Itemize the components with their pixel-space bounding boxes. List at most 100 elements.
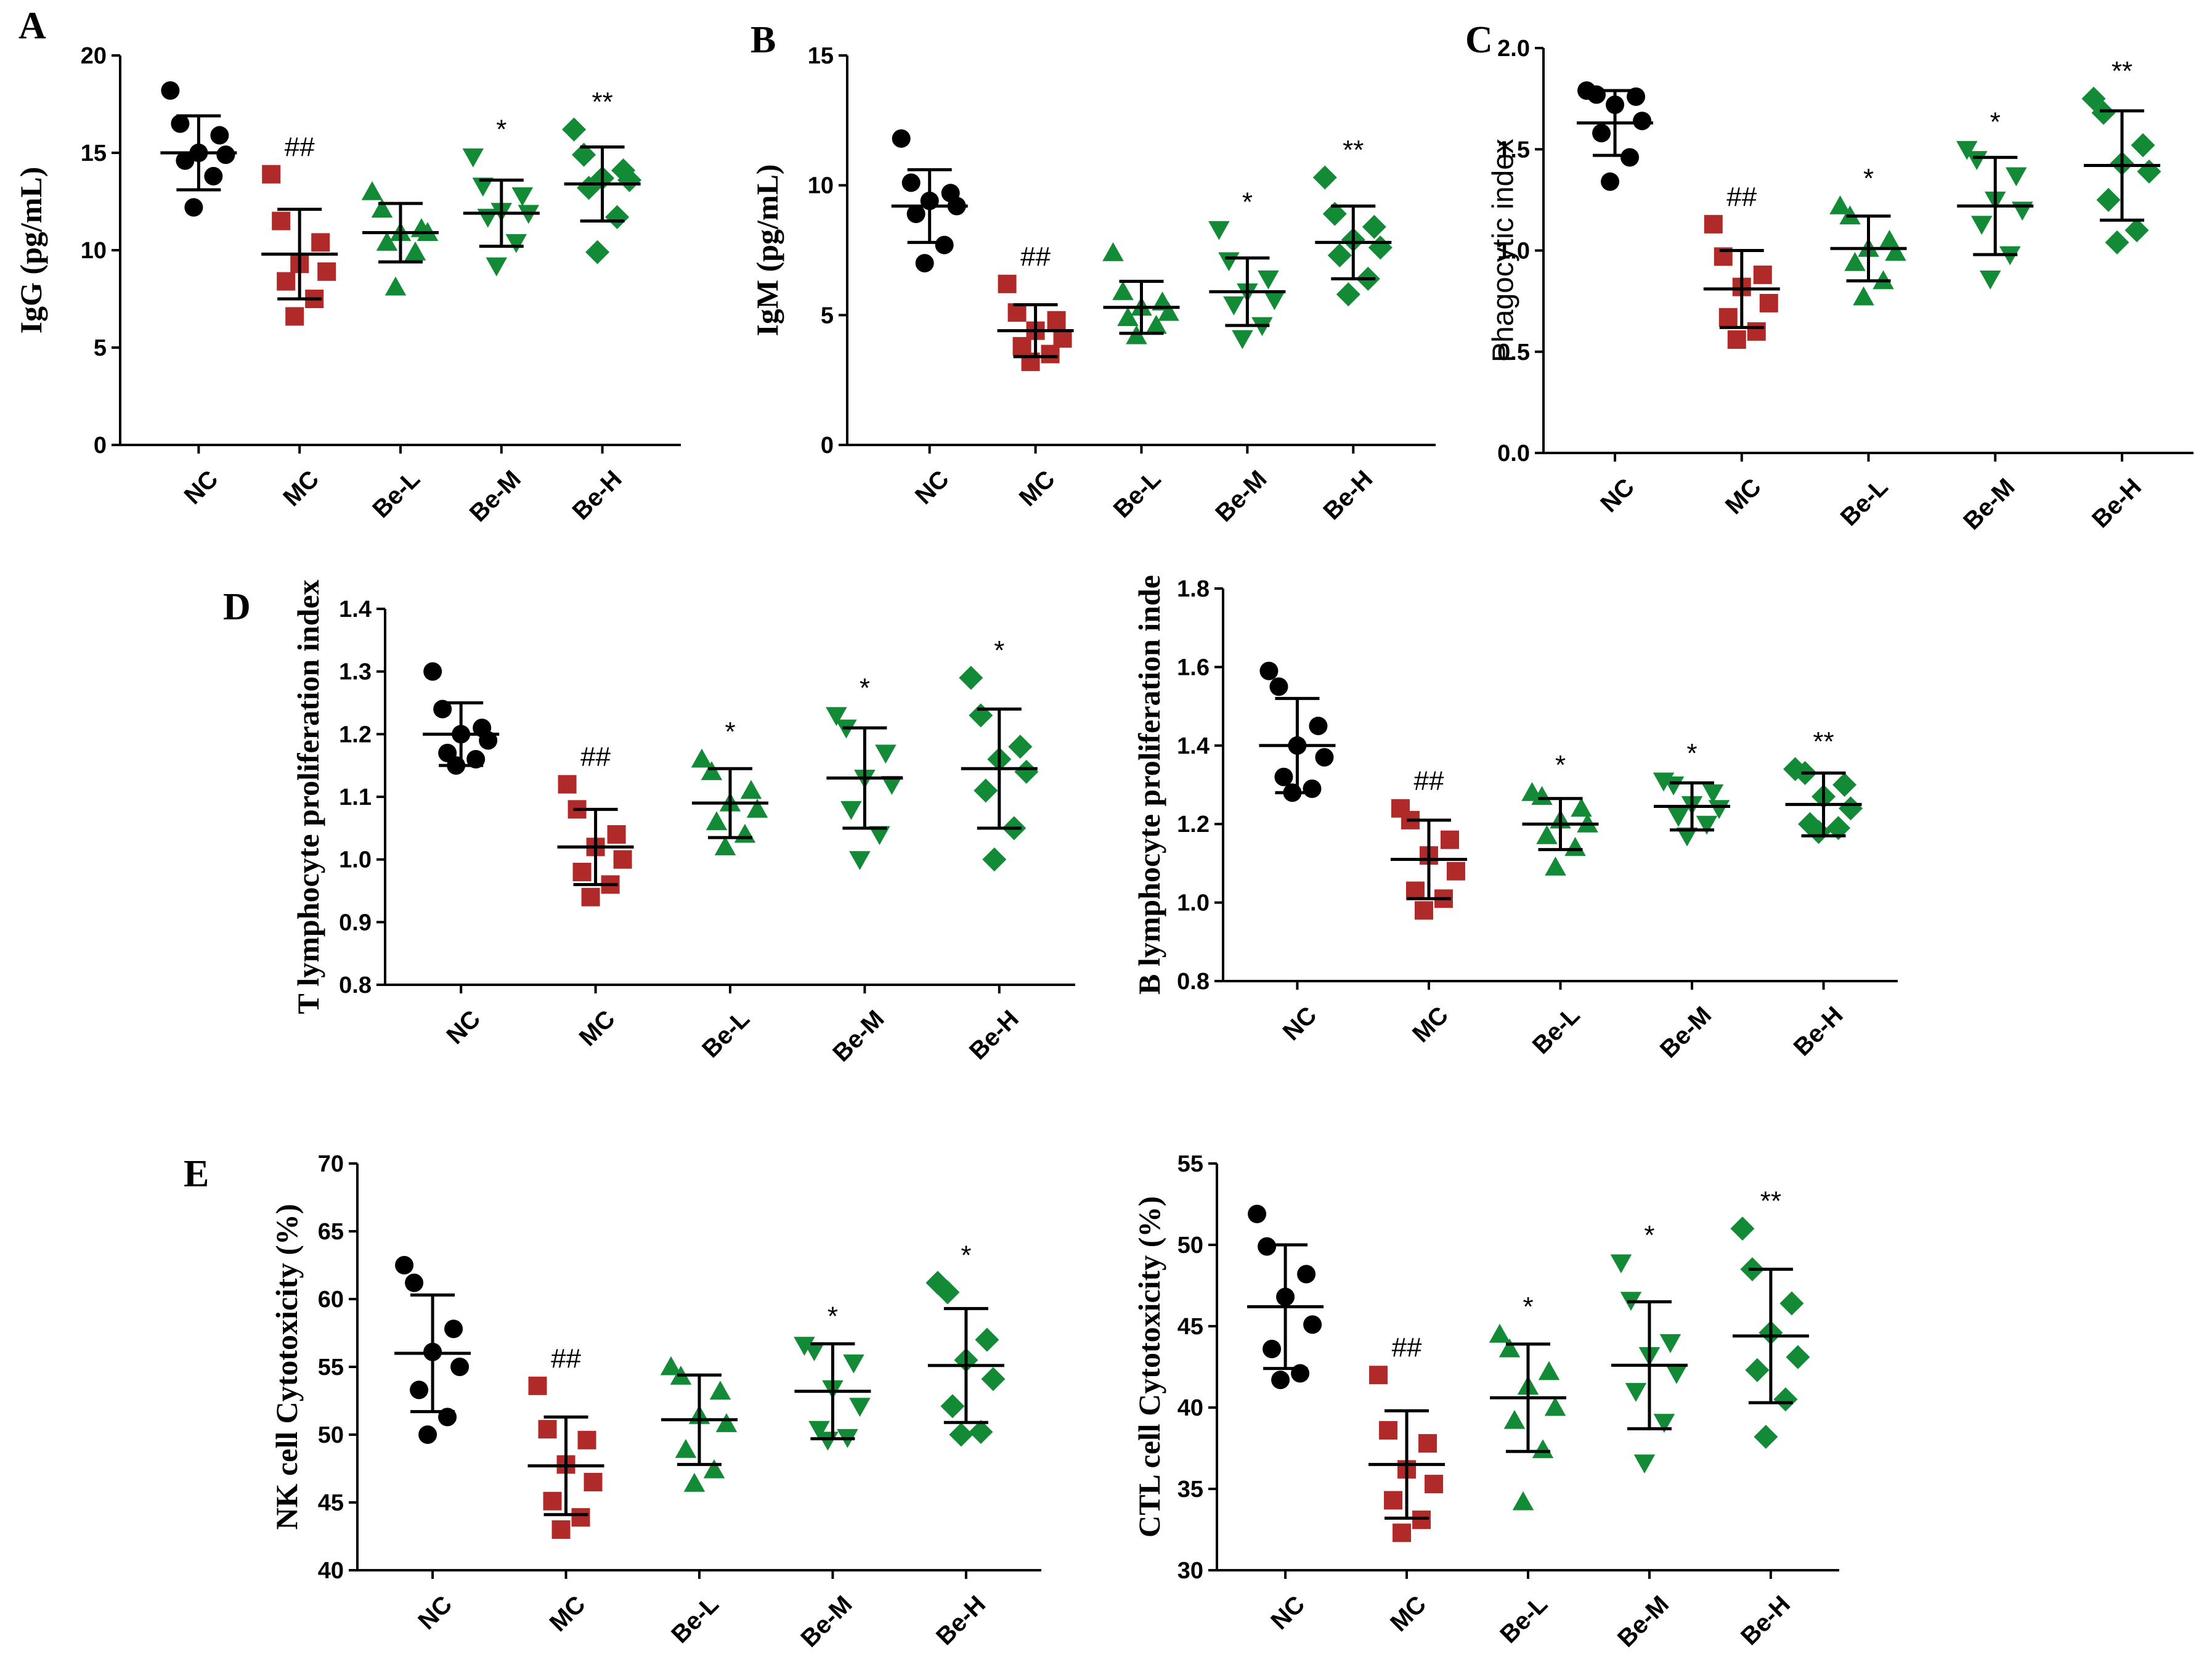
- data-point: [1405, 881, 1425, 900]
- data-point: [683, 1472, 705, 1492]
- significance-marker: *: [1686, 738, 1697, 768]
- data-point: [1956, 141, 1978, 160]
- significance-marker: **: [1343, 135, 1364, 165]
- data-point: [949, 1422, 974, 1447]
- y-tick-label: 5: [821, 303, 834, 328]
- data-point: [1536, 825, 1558, 844]
- data-point: [1844, 251, 1866, 271]
- data-point: [1718, 308, 1738, 327]
- data-point: [1587, 85, 1606, 104]
- data-point: [691, 748, 713, 768]
- data-point: [577, 176, 601, 200]
- x-tick-label: NC: [1266, 1591, 1310, 1635]
- data-point: [1145, 314, 1167, 334]
- data-point: [1829, 195, 1851, 214]
- data-point: [1966, 151, 1988, 170]
- data-point: [216, 145, 235, 165]
- data-point: [1312, 165, 1337, 190]
- data-point: [1264, 291, 1285, 311]
- data-point: [1564, 837, 1586, 856]
- y-tick-label: 1.0: [1177, 890, 1210, 916]
- data-point: [1297, 1265, 1316, 1284]
- data-point: [1303, 1315, 1322, 1334]
- panel-label-e: E: [184, 1153, 209, 1195]
- data-point: [571, 1508, 590, 1527]
- data-point: [881, 776, 903, 795]
- data-point: [1327, 243, 1352, 267]
- data-point: [1730, 1217, 1755, 1241]
- data-point: [1218, 252, 1240, 272]
- data-point: [418, 1425, 437, 1444]
- data-point: [1271, 1371, 1290, 1390]
- data-point: [1708, 800, 1730, 819]
- x-tick-label: MC: [1385, 1591, 1431, 1637]
- data-point: [1368, 235, 1393, 260]
- data-point: [808, 1420, 830, 1440]
- x-tick-label: MC: [1720, 473, 1767, 520]
- x-tick-label: Be-H: [1318, 465, 1378, 525]
- data-point: [981, 1367, 1006, 1392]
- y-tick-label: 50: [318, 1422, 344, 1448]
- data-point: [1291, 1364, 1310, 1383]
- data-point: [486, 257, 508, 277]
- data-point: [462, 148, 484, 168]
- data-point: [1322, 202, 1347, 226]
- x-tick-label: Be-L: [1527, 1001, 1585, 1059]
- data-point: [1544, 1396, 1566, 1416]
- data-point: [1979, 270, 2001, 290]
- y-tick-label: 60: [318, 1287, 344, 1313]
- data-point: [210, 126, 229, 145]
- data-point: [1223, 296, 1245, 316]
- chart-a: 0 5 10 15 20 IgG (pg/mL) NC MC ## Be-L Be-M * Be-H **: [14, 43, 681, 527]
- y-tick-label: 1.2: [339, 722, 372, 748]
- data-point: [1779, 1291, 1804, 1316]
- y-tick-label: 1.4: [1177, 733, 1210, 759]
- y-tick-label: 0.5: [1497, 340, 1530, 365]
- y-tick-label: 50: [1177, 1233, 1203, 1258]
- data-point: [843, 1354, 864, 1374]
- data-point: [1653, 1414, 1675, 1433]
- y-axis-label: IgM (pg/mL): [750, 164, 784, 336]
- data-point: [617, 168, 642, 192]
- data-point: [472, 177, 494, 197]
- significance-marker: *: [994, 635, 1004, 666]
- significance-marker: **: [1813, 727, 1834, 757]
- data-point: [1659, 1334, 1681, 1353]
- data-point: [1041, 344, 1060, 364]
- data-point: [1667, 807, 1689, 827]
- data-point: [1754, 1425, 1778, 1449]
- data-point: [477, 208, 499, 228]
- y-tick-label: 15: [81, 141, 107, 166]
- data-point: [1512, 1491, 1534, 1510]
- x-tick-label: MC: [278, 465, 324, 511]
- data-point: [1753, 265, 1772, 284]
- significance-marker: ##: [580, 742, 611, 772]
- data-point: [1384, 1491, 1403, 1510]
- y-tick-label: 1.0: [1497, 238, 1530, 264]
- data-point: [1303, 779, 1322, 798]
- panel-label-a: A: [18, 5, 46, 47]
- panel-label-b: B: [750, 19, 776, 61]
- data-point: [1418, 1434, 1437, 1453]
- data-point: [675, 1438, 697, 1458]
- data-point: [311, 233, 330, 252]
- data-point: [2005, 167, 2027, 187]
- data-point: [901, 173, 921, 192]
- x-tick-label: MC: [545, 1591, 591, 1637]
- data-point: [1531, 786, 1553, 805]
- data-point: [1489, 1323, 1511, 1343]
- significance-marker: *: [1990, 107, 2001, 137]
- data-point: [1832, 773, 1857, 797]
- significance-marker: *: [1523, 1292, 1533, 1322]
- y-axis-label: IgG (pg/mL): [14, 167, 48, 334]
- data-point: [466, 750, 486, 768]
- data-point: [1440, 830, 1459, 849]
- y-tick-label: 1.8: [1177, 576, 1210, 602]
- data-point: [1633, 112, 1652, 131]
- data-point: [935, 1280, 960, 1305]
- data-point: [272, 211, 291, 230]
- data-point: [906, 205, 925, 224]
- data-point: [975, 1327, 999, 1352]
- x-tick-label: Be-H: [1789, 1001, 1848, 1061]
- significance-marker: ##: [1413, 766, 1444, 796]
